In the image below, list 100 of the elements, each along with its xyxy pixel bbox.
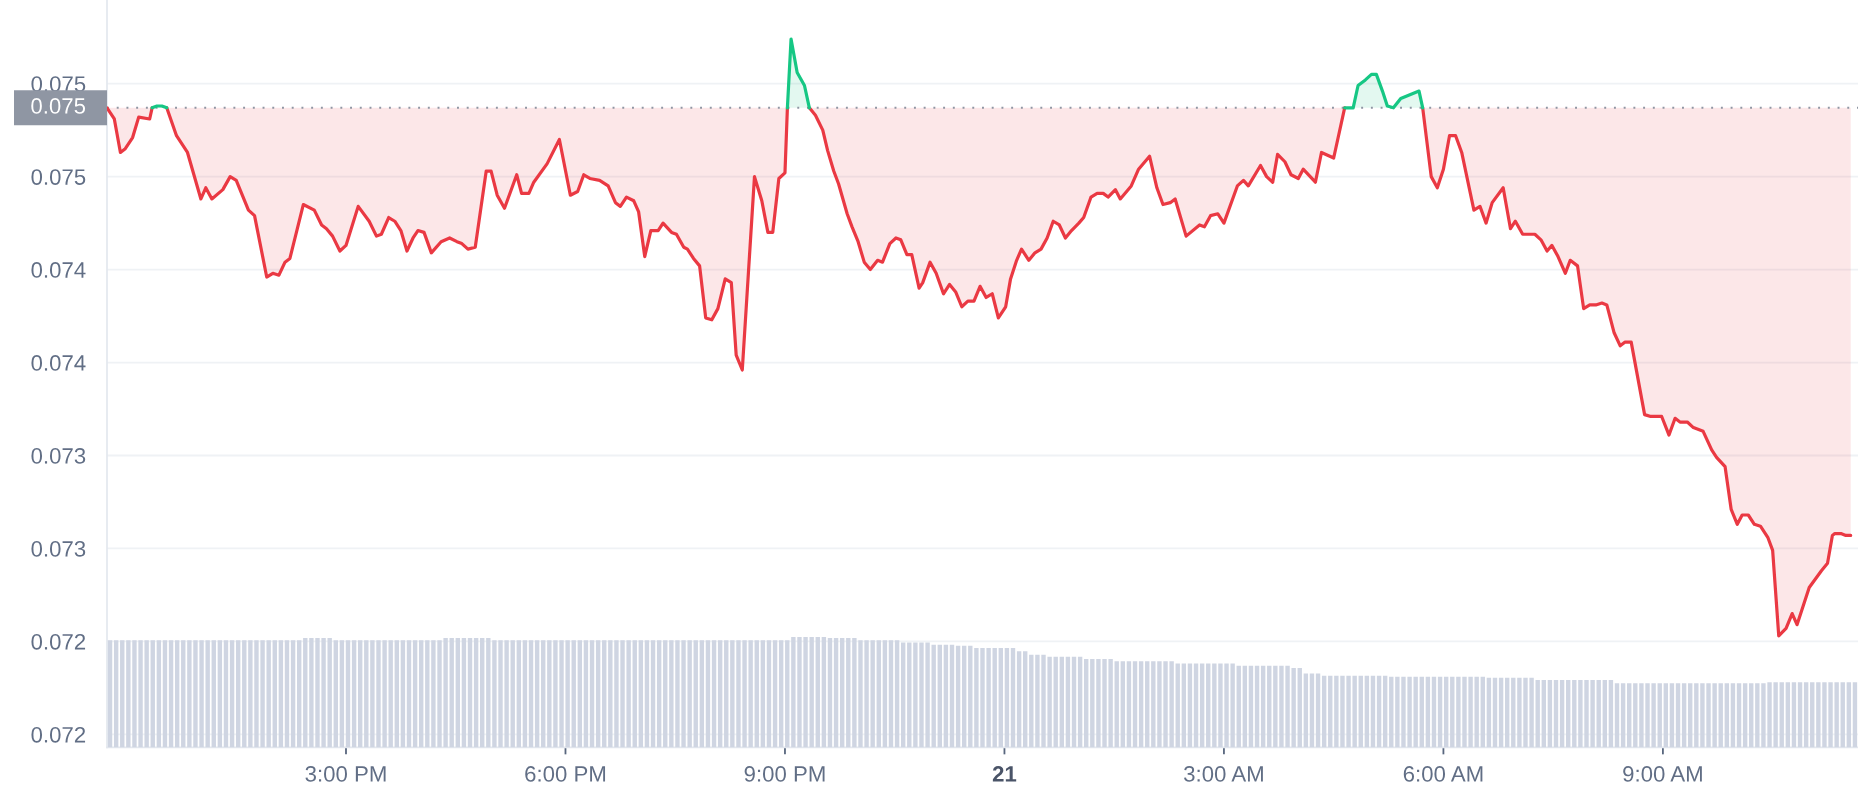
bar [1840,682,1845,748]
bar [1450,676,1455,748]
bar [900,642,906,748]
bar [358,640,363,748]
bar [1511,677,1516,748]
bar [333,640,338,748]
bar [1541,680,1546,748]
bar [1559,680,1565,748]
bar [1742,683,1748,748]
bar [571,640,576,748]
bar [1138,661,1144,748]
bar [516,640,522,748]
bar [1389,676,1394,748]
bar [1236,665,1241,748]
bar [1010,648,1016,748]
x-tick-label: 3:00 PM [305,766,386,782]
bar [1297,667,1302,748]
bar [211,640,216,748]
bar [1084,659,1089,748]
bar [724,640,729,748]
bar [1492,677,1498,748]
bar [467,638,473,748]
bar [1791,682,1797,748]
bar [839,638,845,748]
bar [150,640,155,748]
bar [1608,680,1614,748]
bar [1132,661,1138,748]
bar [181,640,186,748]
y-tick-label: 0.074 [31,355,86,371]
bar [1382,675,1388,748]
bar [937,644,942,748]
bar [943,644,949,748]
bar [1627,683,1632,748]
bar [1681,683,1687,748]
bar [242,640,247,748]
bar [1053,656,1058,748]
bar [998,648,1003,748]
bar [962,645,967,748]
bar [705,640,711,748]
bar [290,640,296,748]
bar [1846,682,1852,748]
bar [1254,665,1260,748]
bar [510,640,515,748]
bar [876,640,881,748]
bar [1602,680,1607,748]
bar [1572,680,1577,748]
bar [1321,675,1327,748]
bar [907,642,912,748]
bar [1175,663,1180,748]
bar [1803,682,1809,748]
bar [785,640,790,748]
bar [1145,661,1150,748]
bar [1675,683,1681,748]
bar [1736,683,1742,748]
bar [1267,665,1272,748]
bar [949,644,955,748]
bar [351,640,357,748]
bar [1566,680,1571,748]
bar [1596,680,1601,748]
bar [1126,661,1132,748]
bar [1242,665,1248,748]
bar [1358,675,1363,748]
y-tick-label: 0.074 [31,262,86,278]
bar [1419,676,1424,748]
bar [760,640,766,748]
bar [455,638,461,748]
bar [644,640,650,748]
bar [955,645,961,748]
bar [821,637,827,748]
bar [1303,673,1309,748]
bar [364,640,369,748]
bar [717,640,723,748]
bar [1370,675,1376,748]
bar [583,640,589,748]
bar [388,640,393,748]
bar [168,640,174,748]
x-tick-label: 3:00 AM [1184,766,1263,782]
bar [1688,683,1693,748]
bar [772,640,778,748]
bar [1065,656,1071,748]
bar [1669,683,1675,748]
bar [992,648,997,748]
bar [284,640,290,748]
bar [815,637,820,748]
bar [1614,683,1620,748]
bar [107,640,113,748]
y-tick-label: 0.073 [31,448,86,464]
y-tick-label: 0.075 [31,169,86,185]
bar [1797,682,1803,748]
bar [1071,656,1077,748]
bar [1059,656,1065,748]
bar [449,638,454,748]
x-tick-label: 21 [992,766,1017,782]
bar [174,640,180,748]
bar [1309,673,1315,748]
bar [1206,663,1211,748]
bar [894,640,900,748]
bar [1810,682,1815,748]
bar [1315,673,1321,748]
bar [113,640,119,748]
